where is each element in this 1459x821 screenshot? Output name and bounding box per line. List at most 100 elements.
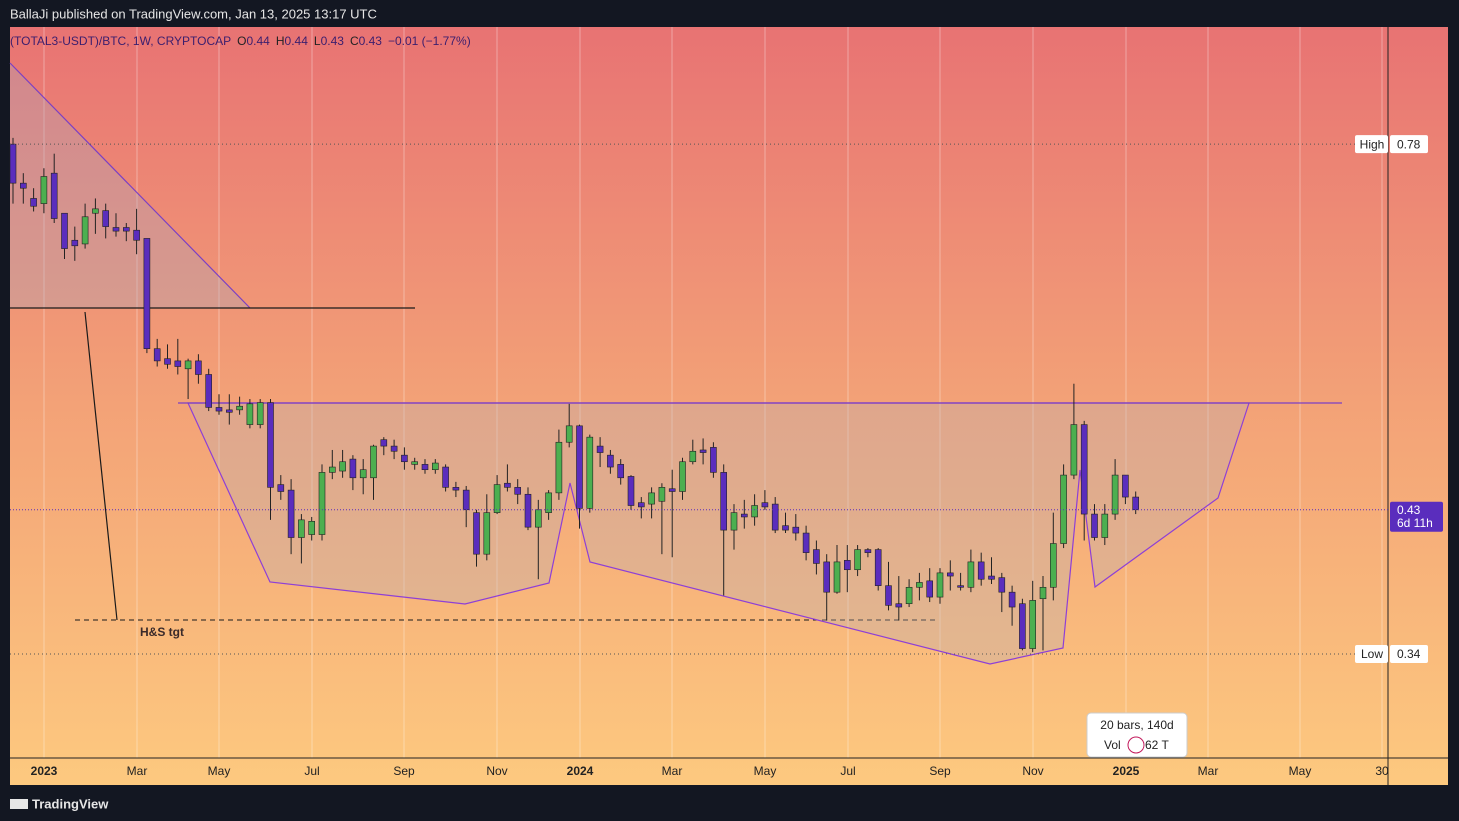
candle-body (411, 461, 419, 465)
candle-body (61, 212, 68, 249)
candle-body (864, 549, 872, 553)
last-price: 0.43 (1397, 503, 1421, 517)
x-tick-label: Jul (840, 764, 855, 778)
candle-body (359, 469, 367, 479)
candle-body (133, 229, 140, 241)
candle-body (1008, 591, 1016, 608)
x-tick-label: Nov (1022, 764, 1043, 778)
candle-body (895, 603, 903, 608)
grid (43, 27, 1383, 758)
candle-body (1080, 424, 1088, 515)
candle-body (751, 505, 758, 518)
x-tick-label: 2025 (1113, 764, 1140, 778)
candle-body (792, 526, 800, 534)
candle-body (710, 447, 717, 473)
x-tick-label: Mar (1198, 764, 1219, 778)
candle-body (380, 439, 388, 447)
x-tick-label: 30 (1375, 764, 1389, 778)
candle-body (308, 521, 316, 535)
candle-body (936, 572, 944, 598)
candle-body (370, 445, 377, 479)
candle-body (977, 561, 985, 580)
price-tag: 0.34 (1397, 647, 1421, 661)
price-tag-box (1390, 135, 1428, 154)
range-text: 20 bars, 140d (1100, 718, 1173, 732)
candle-body (215, 407, 223, 412)
candle-body (1050, 543, 1057, 588)
candle-body (565, 425, 573, 443)
candle-body (452, 487, 460, 491)
candle-body (637, 502, 645, 508)
h-label: H (276, 34, 285, 48)
price-tag-name-box (1355, 135, 1388, 154)
o-value: 0.44 (247, 34, 271, 48)
x-tick-label: Sep (929, 764, 951, 778)
candle-body (328, 466, 336, 473)
x-tick-label: Mar (662, 764, 683, 778)
x-tick-label: Jul (304, 764, 319, 778)
l-value: 0.43 (321, 34, 345, 48)
candle-body (1091, 513, 1098, 538)
candle-body (524, 493, 532, 528)
candle-body (761, 502, 769, 508)
candle-body (916, 582, 923, 588)
candle-body (1122, 474, 1129, 498)
x-tick-label: May (1289, 764, 1312, 778)
candle-body (1101, 513, 1109, 538)
pattern-shape (187, 402, 1250, 665)
candle-body (50, 172, 58, 219)
candle-body (390, 445, 398, 452)
candle-body (771, 503, 779, 531)
candle-body (246, 403, 254, 425)
candle-body (813, 549, 820, 564)
candle-body (102, 210, 109, 227)
candle-body (926, 580, 934, 598)
candle-body (854, 549, 861, 571)
candle-body (298, 519, 305, 538)
vol-label: Vol (1104, 738, 1121, 752)
candle-body (1111, 474, 1119, 515)
countdown: 6d 11h (1397, 516, 1433, 530)
candle-body (555, 441, 563, 494)
candle-body (885, 585, 892, 606)
candle-body (112, 227, 120, 232)
candle-body (493, 484, 501, 513)
vol-icon (1127, 736, 1145, 754)
candle-body (730, 512, 738, 531)
candle-body (648, 492, 655, 505)
candle-body (740, 513, 748, 518)
c-value: 0.43 (359, 34, 383, 48)
candle-body (123, 227, 130, 232)
price-tag-box (1390, 644, 1428, 663)
change: −0.01 (−1.77%) (388, 34, 471, 48)
candle-body (473, 512, 480, 555)
projection-line (84, 311, 118, 621)
candle-body (504, 482, 511, 488)
publisher: BallaJi published on TradingView.com, Ja… (10, 6, 377, 21)
candle-body (401, 454, 408, 463)
candle-body (431, 462, 439, 471)
candle-body (30, 198, 37, 207)
c-label: C (350, 34, 359, 48)
symbol: (TOTAL3-USDT)/BTC, 1W, CRYPTOCAP (10, 34, 231, 48)
l-label: L (314, 34, 321, 48)
candle-body (586, 436, 594, 509)
trendline (9, 62, 251, 309)
candle-body (668, 488, 676, 492)
price-tag-name-box (1355, 644, 1388, 663)
candle-body (462, 489, 470, 511)
candle-body (658, 487, 666, 502)
candle-body (782, 525, 789, 531)
candle-body (833, 561, 841, 593)
candle-body (9, 143, 17, 184)
candle-body (205, 374, 212, 408)
h-value: 0.44 (285, 34, 309, 48)
candle-body (905, 586, 913, 605)
vol-value: 62 T (1145, 738, 1169, 752)
candle-body (720, 472, 728, 531)
legend: (TOTAL3-USDT)/BTC, 1W, CRYPTOCAP O0.44 H0.… (10, 34, 471, 48)
candle-body (174, 360, 182, 367)
candle-body (226, 409, 233, 413)
candle-body (576, 425, 583, 509)
